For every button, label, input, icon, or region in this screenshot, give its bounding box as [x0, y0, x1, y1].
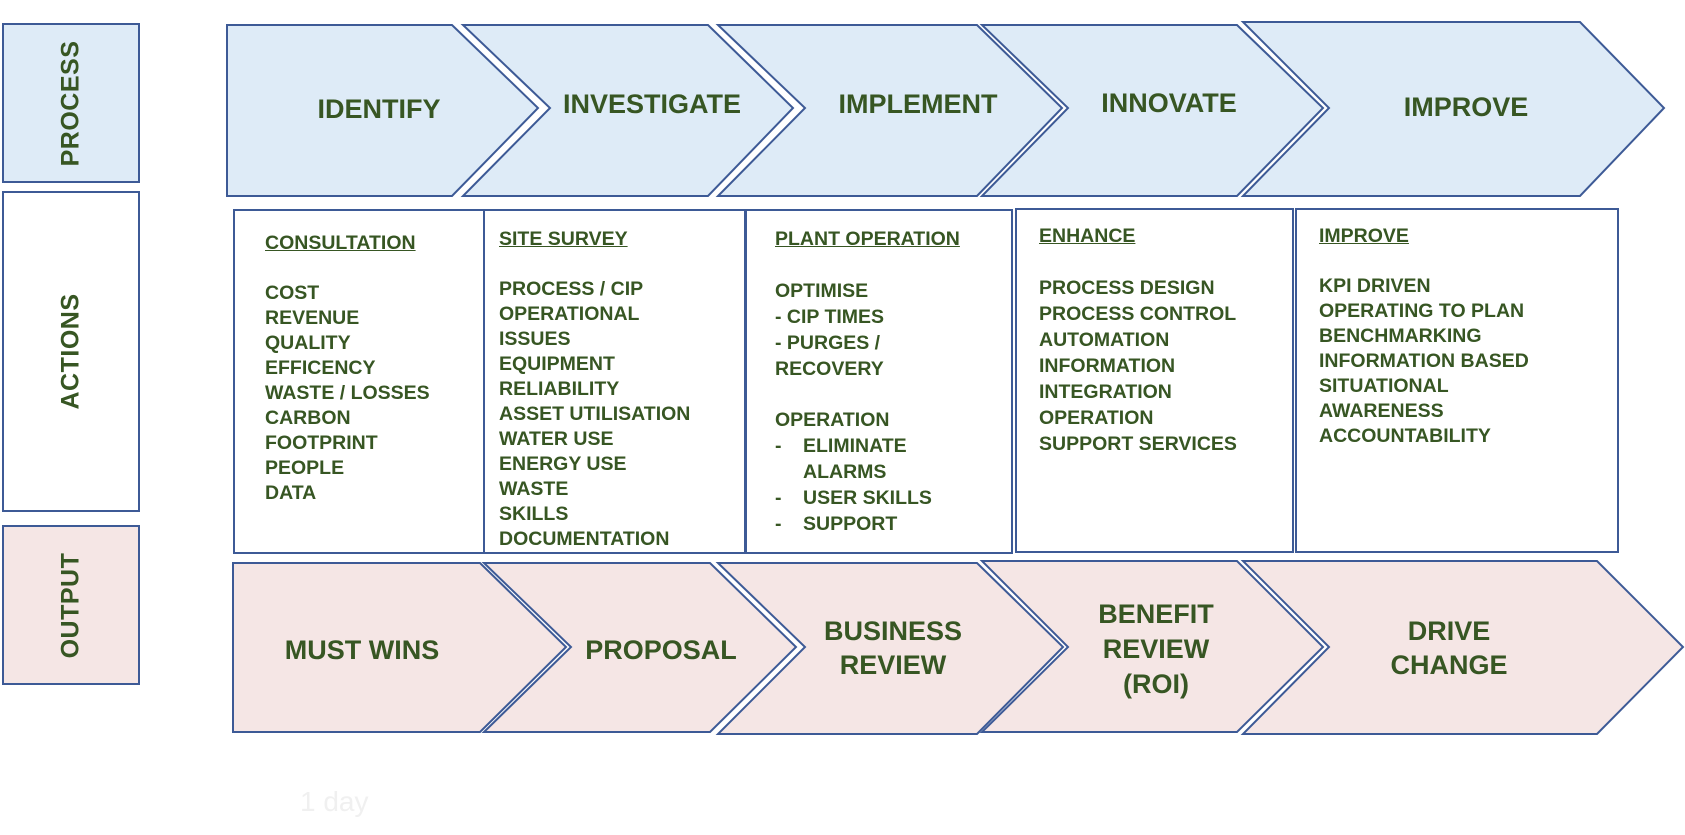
improve-item: SITUATIONAL: [1319, 375, 1449, 397]
enhance-item: INFORMATION: [1039, 355, 1176, 377]
site-survey-item: EQUIPMENT: [499, 353, 615, 375]
improve-heading: IMPROVE: [1319, 225, 1409, 247]
plant-operation-optimise-item: - PURGES /: [775, 332, 881, 354]
process-chevrons: IDENTIFY INVESTIGATE IMPLEMENT INNOVATE …: [226, 21, 1666, 197]
improve-item: INFORMATION BASED: [1319, 350, 1529, 372]
output-step-2-line-1: PROPOSAL: [585, 635, 737, 665]
process-step-3: IMPLEMENT: [839, 89, 999, 119]
process-step-5: IMPROVE: [1404, 92, 1529, 122]
output-step-4: BENEFIT REVIEW (ROI): [1098, 599, 1214, 699]
process-chevron-1: [226, 24, 540, 197]
row-label-process: PROCESS: [2, 23, 140, 183]
site-survey-item: ENERGY USE: [499, 453, 627, 475]
process-chevron-4: [979, 24, 1325, 197]
action-box-improve: IMPROVE KPI DRIVEN OPERATING TO PLAN BEN…: [1295, 208, 1619, 553]
site-survey-heading: SITE SURVEY: [499, 228, 628, 250]
output-step-5-line-2: CHANGE: [1390, 650, 1507, 680]
output-chevron-2: [481, 562, 798, 733]
site-survey-item: WATER USE: [499, 428, 614, 450]
enhance-item: OPERATION: [1039, 407, 1154, 429]
site-survey-item: ISSUES: [499, 328, 571, 350]
plant-operation-optimise: OPTIMISE: [775, 280, 869, 302]
enhance-item: SUPPORT SERVICES: [1039, 433, 1237, 455]
action-box-enhance: ENHANCE PROCESS DESIGN PROCESS CONTROL A…: [1015, 208, 1294, 553]
process-step-1: IDENTIFY: [317, 94, 440, 124]
consultation-item: PEOPLE: [265, 457, 345, 479]
site-survey-item: DOCUMENTATION: [499, 528, 670, 550]
output-chevron-1: [232, 562, 568, 733]
consultation-item: CARBON: [265, 407, 351, 429]
plant-operation-operation: OPERATION: [775, 409, 890, 431]
output-step-3-line-2: REVIEW: [840, 650, 947, 680]
plant-operation-spacer: [775, 382, 1011, 407]
action-box-site-survey: SITE SURVEY PROCESS / CIP OPERATIONAL IS…: [483, 209, 746, 554]
improve-item: ACCOUNTABILITY: [1319, 425, 1491, 447]
output-step-3: BUSINESS REVIEW: [824, 616, 962, 680]
process-chevron-2: [460, 24, 795, 197]
site-survey-item: ASSET UTILISATION: [499, 403, 691, 425]
output-step-3-line-1: BUSINESS: [824, 616, 962, 646]
output-step-4-line-2: REVIEW: [1103, 634, 1210, 664]
improve-item: AWARENESS: [1319, 400, 1444, 422]
process-step-4: INNOVATE: [1101, 88, 1237, 118]
output-chevron-4: [979, 560, 1325, 733]
enhance-item: PROCESS DESIGN: [1039, 277, 1215, 299]
row-label-output: OUTPUT: [2, 525, 140, 685]
consultation-item: REVENUE: [265, 307, 360, 329]
improve-item: BENCHMARKING: [1319, 325, 1482, 347]
site-survey-item: RELIABILITY: [499, 378, 620, 400]
improve-item: KPI DRIVEN: [1319, 275, 1431, 297]
consultation-heading: CONSULTATION: [265, 232, 416, 254]
site-survey-item: SKILLS: [499, 503, 569, 525]
action-box-consultation: CONSULTATION COST REVENUE QUALITY EFFICE…: [233, 209, 485, 554]
consultation-item: DATA: [265, 482, 317, 504]
process-chevron-5: [1240, 21, 1666, 197]
output-step-1: MUST WINS: [285, 635, 440, 665]
enhance-item: PROCESS CONTROL: [1039, 303, 1237, 325]
output-step-4-line-3: (ROI): [1123, 669, 1189, 699]
site-survey-item: OPERATIONAL: [499, 303, 640, 325]
consultation-item: COST: [265, 282, 320, 304]
output-step-1-line-1: MUST WINS: [285, 635, 440, 665]
consultation-item: WASTE / LOSSES: [265, 382, 430, 404]
enhance-item: INTEGRATION: [1039, 381, 1172, 403]
output-chevron-3: [715, 562, 1065, 735]
footer-note: 1 day: [300, 786, 369, 817]
output-chevrons: MUST WINS PROPOSAL BUSINESS REVIEW BENEFI…: [232, 560, 1685, 735]
plant-operation-operation-item: SUPPORT: [775, 511, 1011, 537]
action-box-plant-operation: PLANT OPERATION OPTIMISE - CIP TIMES - P…: [745, 209, 1013, 554]
output-step-5: DRIVE CHANGE: [1390, 616, 1507, 680]
site-survey-item: WASTE: [499, 478, 569, 500]
output-step-5-line-1: DRIVE: [1408, 616, 1491, 646]
process-step-2: INVESTIGATE: [563, 89, 741, 119]
consultation-item: EFFICENCY: [265, 357, 376, 379]
output-step-4-line-1: BENEFIT: [1098, 599, 1214, 629]
enhance-item: AUTOMATION: [1039, 329, 1170, 351]
enhance-heading: ENHANCE: [1039, 225, 1136, 247]
row-label-actions: ACTIONS: [2, 191, 140, 512]
output-chevron-5: [1240, 560, 1685, 735]
improve-item: OPERATING TO PLAN: [1319, 300, 1525, 322]
plant-operation-operation-item: ELIMINATE ALARMS: [775, 433, 953, 485]
plant-operation-optimise-item: - CIP TIMES: [775, 306, 885, 328]
plant-operation-optimise-item: RECOVERY: [775, 358, 884, 380]
site-survey-item: PROCESS / CIP: [499, 278, 644, 300]
plant-operation-operation-item: USER SKILLS: [775, 485, 1011, 511]
consultation-item: QUALITY: [265, 332, 351, 354]
output-step-2: PROPOSAL: [585, 635, 737, 665]
process-chevron-3: [715, 24, 1064, 197]
plant-operation-heading: PLANT OPERATION: [775, 228, 960, 250]
consultation-item: FOOTPRINT: [265, 432, 378, 454]
